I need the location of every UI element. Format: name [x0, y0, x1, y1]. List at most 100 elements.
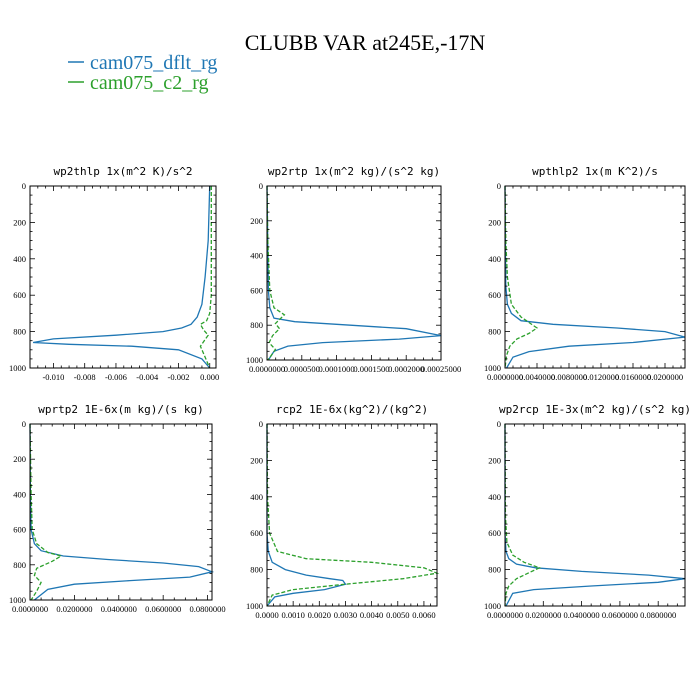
y-tick-label: 800 [250, 320, 263, 330]
figure-title: CLUBB VAR at245E,-17N [245, 30, 486, 55]
x-tick-label: 0.0120000 [583, 372, 619, 382]
series-line-c2 [266, 185, 286, 361]
x-tick-label: 0.0200000 [647, 372, 683, 382]
y-tick-label: 600 [250, 528, 263, 538]
x-tick-label: 0.0000000 [487, 372, 523, 382]
y-tick-label: 1000 [484, 601, 501, 611]
x-tick-label: 0.0040000 [519, 372, 555, 382]
y-tick-label: 800 [13, 560, 26, 570]
y-tick-label: 0 [259, 181, 263, 191]
x-tick-label: 0.0080000 [551, 372, 587, 382]
x-tick-label: 0.0020 [308, 610, 331, 620]
y-tick-label: 400 [488, 492, 501, 502]
x-tick-label: 0.00025000 [421, 364, 461, 374]
axis-frame [29, 185, 217, 369]
y-tick-label: 1000 [246, 355, 263, 365]
y-tick-label: 0 [259, 419, 263, 429]
panel-title: wp2rcp 1E-3x(m^2 kg)/(s^2 kg) [499, 403, 691, 416]
series-line-c2 [504, 185, 539, 369]
y-tick-label: 0 [22, 181, 26, 191]
y-tick-label: 1000 [484, 363, 501, 373]
y-tick-label: 200 [488, 217, 501, 227]
x-tick-label: 0.0060 [412, 610, 435, 620]
x-tick-label: 0.0600000 [602, 610, 638, 620]
y-tick-label: 600 [488, 290, 501, 300]
x-tick-label: -0.006 [105, 372, 127, 382]
x-tick-label: 0.0002000 [388, 364, 424, 374]
axis-frame [266, 423, 438, 607]
series-line-dflt [29, 423, 215, 601]
series-line-dflt [266, 185, 442, 361]
series-line-dflt [32, 185, 211, 369]
series-line-dflt [266, 424, 347, 607]
x-tick-label: 0.0000000 [487, 610, 523, 620]
x-tick-label: -0.002 [168, 372, 190, 382]
x-tick-label: 0.0050 [386, 610, 409, 620]
x-tick-label: -0.010 [42, 372, 64, 382]
x-tick-label: 0.0000000 [249, 364, 285, 374]
y-tick-label: 400 [13, 489, 26, 499]
legend: cam075_dflt_rg cam075_c2_rg [68, 52, 217, 94]
y-tick-label: 400 [13, 254, 26, 264]
y-tick-label: 200 [13, 454, 26, 464]
y-tick-label: 400 [488, 254, 501, 264]
y-tick-label: 800 [250, 565, 263, 575]
y-tick-label: 0 [22, 419, 26, 429]
x-tick-label: 0.0010 [281, 610, 304, 620]
x-tick-label: 0.0000500 [284, 364, 320, 374]
x-tick-label: 0.0800000 [640, 610, 676, 620]
series-line-c2 [199, 186, 212, 369]
y-tick-label: 200 [250, 455, 263, 465]
panel-6: wp2rcp 1E-3x(m^2 kg)/(s^2 kg) 0 200 400 600 8… [484, 403, 691, 620]
panel-3: wpthlp2 1x(m K^2)/s020040060080010000.00… [484, 165, 686, 382]
y-tick-label: 1000 [9, 363, 26, 373]
x-tick-label: 0.0800000 [189, 604, 225, 614]
y-tick-label: 0 [497, 181, 501, 191]
x-tick-label: 0.000 [200, 372, 219, 382]
y-tick-label: 600 [488, 528, 501, 538]
axis-frame [504, 423, 686, 607]
x-tick-label: 0.0400000 [564, 610, 600, 620]
legend-label-c2: cam075_c2_rg [90, 72, 209, 94]
axis-frame [504, 185, 686, 369]
series-line-c2 [266, 423, 440, 607]
x-tick-label: 0.0200000 [525, 610, 561, 620]
x-tick-label: 0.0040 [360, 610, 383, 620]
panel-4: wprtp2 1E-6x(m kg)/(s kg) 0 200 400 600 800 10… [9, 403, 226, 614]
panel-2: wp2rtp 1x(m^2 kg)/(s^2 kg) 0 200 400 600 800 1… [246, 165, 461, 374]
panel-5: rcp2 1E-6x(kg^2)/(kg^2) 0 200 400 600 800 1000… [246, 403, 440, 620]
x-tick-label: 0.0160000 [615, 372, 651, 382]
y-tick-label: 200 [488, 455, 501, 465]
y-tick-label: 400 [250, 492, 263, 502]
x-tick-label: 0.0001000 [319, 364, 355, 374]
x-tick-label: 0.0600000 [145, 604, 181, 614]
y-tick-label: 600 [250, 285, 263, 295]
panel-title: rcp2 1E-6x(kg^2)/(kg^2) [276, 403, 428, 416]
y-tick-label: 400 [250, 251, 263, 261]
x-tick-label: 0.0400000 [101, 604, 137, 614]
y-tick-label: 200 [13, 217, 26, 227]
series-line-dflt [504, 424, 686, 607]
x-tick-label: 0.0001500 [353, 364, 389, 374]
y-tick-label: 1000 [246, 601, 263, 611]
y-tick-label: 800 [488, 565, 501, 575]
y-tick-label: 0 [497, 419, 501, 429]
x-tick-label: 0.0200000 [56, 604, 92, 614]
panel-1: wp2thlp 1x(m^2 K)/s^2 0 200 400 600 800 1000 -0… [9, 165, 219, 382]
series-line-c2 [29, 423, 63, 601]
x-tick-label: 0.0000 [255, 610, 278, 620]
y-tick-label: 600 [13, 525, 26, 535]
x-tick-label: 0.0000000 [12, 604, 48, 614]
y-tick-label: 800 [13, 327, 26, 337]
x-tick-label: -0.004 [136, 372, 159, 382]
axis-frame [29, 423, 213, 601]
panel-title: wp2rtp 1x(m^2 kg)/(s^2 kg) [268, 165, 440, 178]
legend-label-dflt: cam075_dflt_rg [90, 52, 217, 74]
y-tick-label: 800 [488, 327, 501, 337]
series-line-c2 [504, 423, 542, 607]
x-tick-label: -0.008 [74, 372, 96, 382]
panel-title: wpthlp2 1x(m K^2)/s [532, 165, 658, 178]
panel-title: wp2thlp 1x(m^2 K)/s^2 [53, 165, 192, 178]
panel-title: wprtp2 1E-6x(m kg)/(s kg) [38, 403, 204, 416]
